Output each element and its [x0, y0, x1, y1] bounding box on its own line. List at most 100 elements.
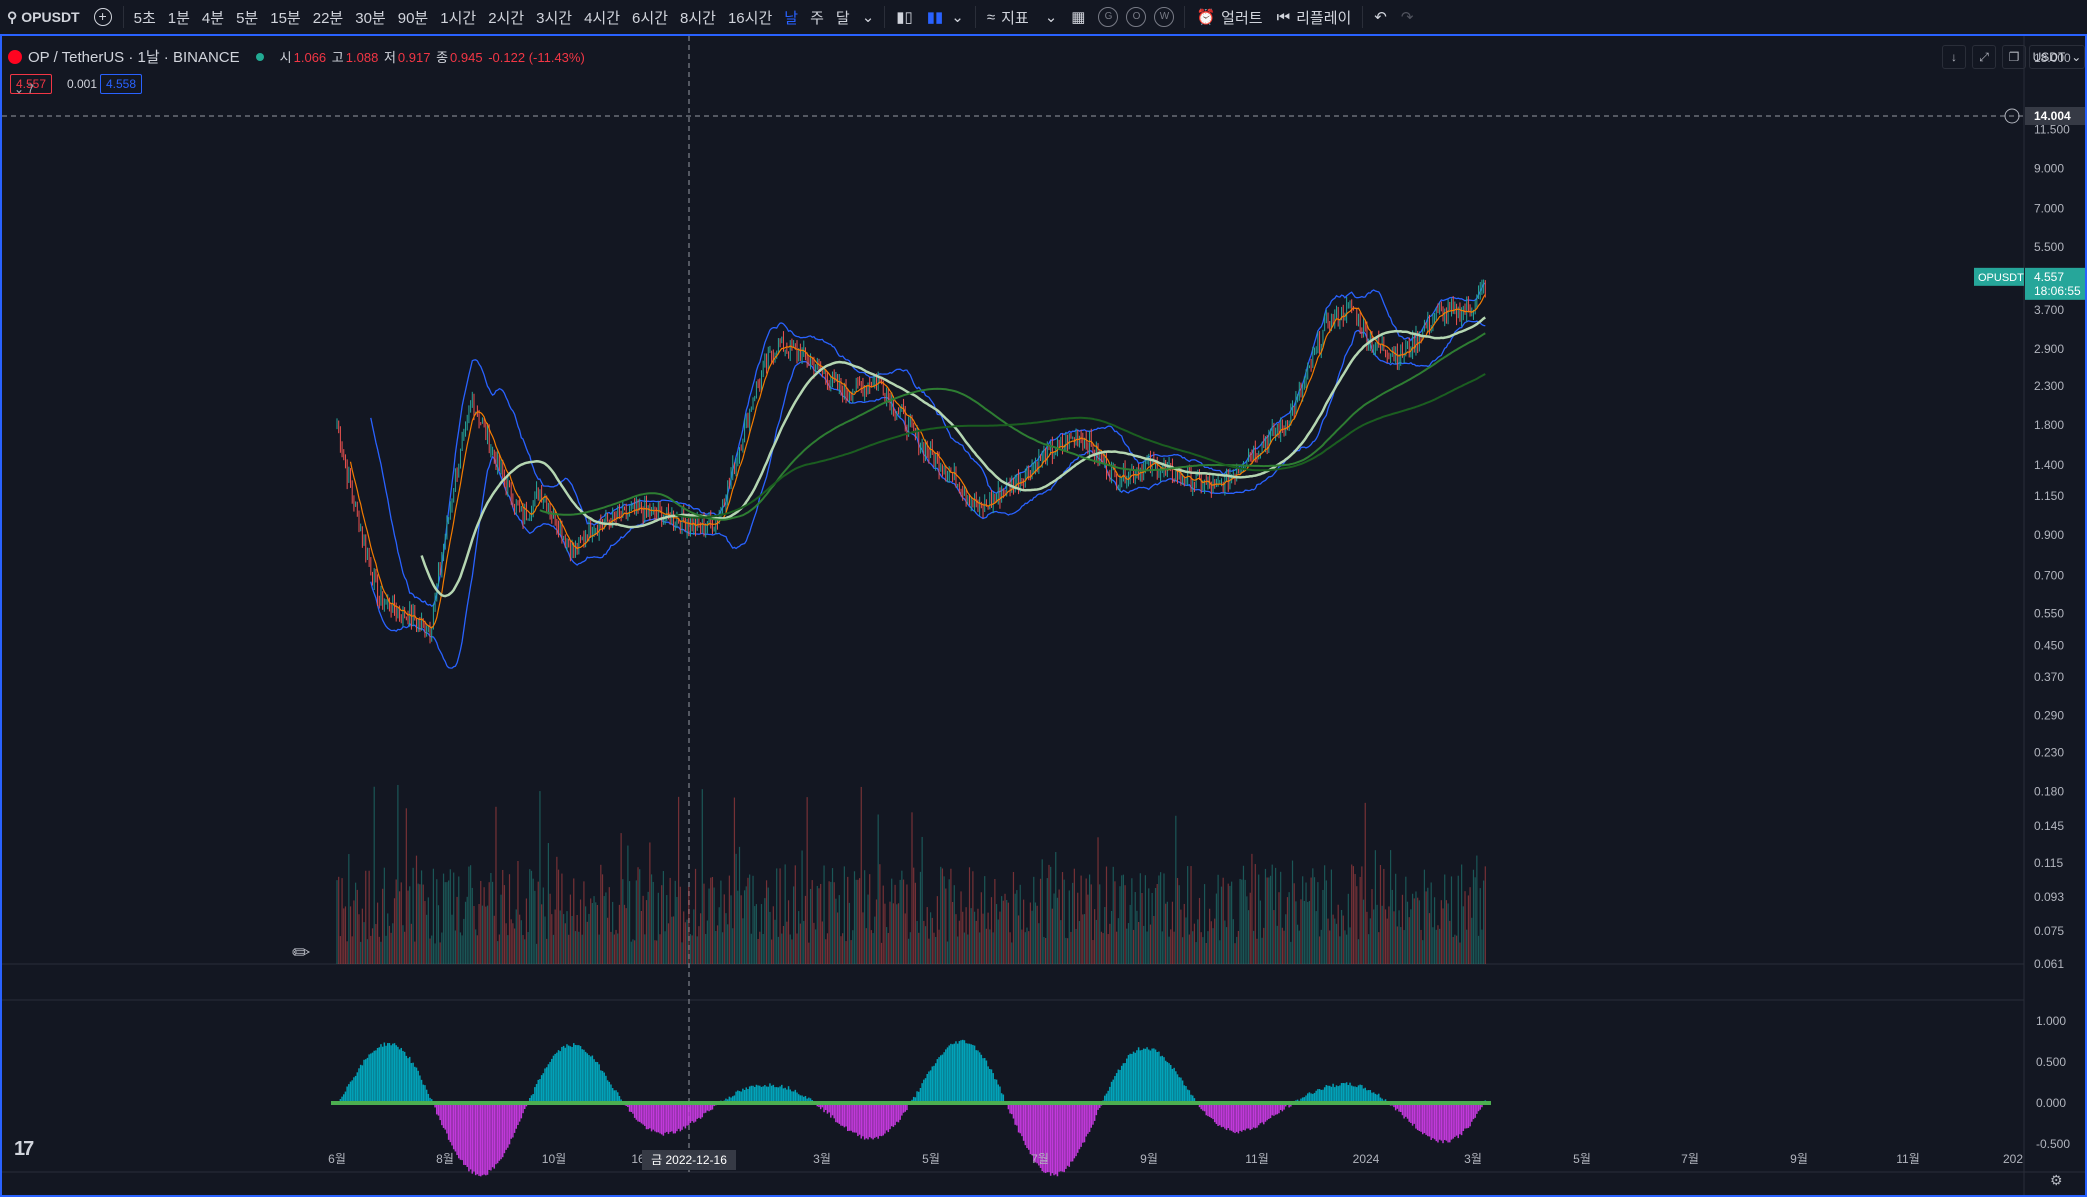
volume-bar [569, 894, 571, 964]
volume-bar [1197, 919, 1199, 964]
interval-button[interactable]: 3시간 [536, 9, 573, 27]
volume-bar [497, 941, 499, 964]
volume-bar [649, 842, 651, 964]
bid-price[interactable]: 4.557 [10, 74, 53, 94]
ask-price[interactable]: 4.558 [100, 74, 143, 94]
volume-bar [803, 920, 805, 964]
volume-bar [703, 883, 705, 964]
interval-button[interactable]: 주 [810, 9, 824, 27]
price-tick-label: 1.800 [2034, 418, 2064, 432]
interval-list: 5초 1분 4분 5분 15분 22분 30분 90분 1시간 2시간 3시간 4시간 6시간 8시간 16… [128, 0, 856, 34]
circle-button-g[interactable]: G [1098, 7, 1119, 27]
interval-button[interactable]: 4분 [201, 9, 225, 27]
interval-button[interactable]: 22분 [312, 9, 344, 27]
volume-bar [992, 932, 994, 964]
volume-bar [1423, 869, 1426, 964]
volume-bar [977, 908, 979, 964]
volume-bar [366, 939, 369, 964]
volume-bar [346, 941, 348, 964]
volume-bar [921, 836, 923, 964]
time-tick-label: 202 [2003, 1152, 2023, 1166]
volume-bar [652, 881, 654, 964]
pane-controls: ↓ ⤢ ❐ [1942, 45, 2026, 69]
compare-add-button[interactable]: + [87, 0, 119, 34]
volume-bar [1110, 910, 1113, 964]
volume-bar [938, 929, 940, 964]
indicators-button[interactable]: ≈ 지표 ⌄ [980, 0, 1064, 34]
indicator-icon: ≈ [986, 8, 996, 26]
volume-bar [789, 934, 791, 964]
interval-button[interactable]: 달 [835, 9, 850, 27]
interval-dropdown-icon[interactable]: ⌄ [861, 9, 875, 26]
high-value: 1.088 [345, 50, 379, 65]
volume-bar [735, 853, 737, 964]
volume-bar [838, 895, 840, 964]
volume-bar [994, 879, 996, 964]
tradingview-logo-icon[interactable]: 17 [14, 1138, 34, 1160]
volume-bar [1116, 931, 1118, 964]
circle-button-w[interactable]: W [1154, 7, 1175, 27]
drawing-tool-icon[interactable]: ✏ [292, 940, 311, 965]
ma-short-line [349, 294, 1486, 629]
pane-maximize-button[interactable]: ⤢ [1972, 45, 1996, 69]
chart-canvas[interactable]: 18.000 11.500 9.000 7.000 5.500 3.700 2.900 2.3… [2, 36, 2085, 1195]
volume-bar [923, 920, 925, 964]
interval-button[interactable]: 날 [784, 9, 799, 27]
volume-bar [689, 934, 692, 964]
chart-style-button[interactable]: ▮▮ ⌄ [920, 0, 971, 34]
volume-bar [1324, 865, 1326, 964]
interval-button[interactable]: 30분 [355, 9, 386, 27]
undo-button[interactable]: ↶ [1367, 0, 1394, 34]
volume-bar [647, 891, 649, 964]
settings-gear-icon[interactable]: ⚙ [2050, 1172, 2063, 1188]
volume-bar [664, 931, 666, 964]
volume-bar [1146, 931, 1148, 964]
chart-area[interactable]: 18.000 11.500 9.000 7.000 5.500 3.700 2.900 2.3… [0, 34, 2087, 1197]
volume-bar [625, 908, 627, 964]
legend-title[interactable]: OP / TetherUS · 1날 · BINANCE [28, 49, 240, 66]
interval-button[interactable]: 4시간 [584, 9, 621, 27]
interval-button[interactable]: 1시간 [440, 9, 477, 27]
interval-button[interactable]: 8시간 [680, 9, 716, 27]
volume-bar [1063, 879, 1065, 964]
layout-button[interactable]: ▦ [1064, 0, 1092, 34]
volume-bar [541, 904, 543, 964]
redo-button[interactable]: ↷ [1394, 0, 1421, 34]
volume-bar [880, 942, 883, 964]
interval-button[interactable]: 5초 [133, 9, 156, 27]
currency-select[interactable]: USDT ⌄ [2029, 45, 2085, 69]
low-value: 0.917 [397, 50, 431, 65]
replay-button[interactable]: ⏮ 리플레이 [1270, 0, 1359, 34]
volume-bar [507, 935, 509, 964]
pane-down-button[interactable]: ↓ [1942, 45, 1966, 69]
chart-type-button[interactable]: ▮▯ [889, 0, 920, 34]
volume-bar [1176, 877, 1179, 964]
interval-button[interactable]: 15분 [270, 9, 301, 27]
collapse-legend-button[interactable]: ⌄ 7 [10, 82, 38, 96]
time-tick-label: 6월 [328, 1152, 346, 1166]
interval-button[interactable]: 1분 [167, 9, 190, 27]
volume-bar [691, 935, 693, 964]
circle-button-o[interactable]: O [1126, 7, 1147, 27]
volume-bar [1033, 876, 1035, 964]
time-tick-label: 3월 [813, 1152, 831, 1166]
interval-button[interactable]: 5분 [236, 9, 259, 27]
volume-bar [1038, 923, 1040, 964]
interval-button[interactable]: 16시간 [727, 9, 773, 27]
interval-button[interactable]: 90분 [397, 9, 429, 27]
volume-bar [1132, 929, 1135, 964]
symbol-search-button[interactable]: ⚲ OPUSDT [0, 0, 87, 34]
volume-bar [1288, 892, 1290, 964]
interval-button[interactable]: 2시간 [488, 9, 525, 27]
volume-bar [618, 904, 621, 964]
interval-button[interactable]: 6시간 [632, 9, 668, 27]
alert-button[interactable]: ⏰ 얼러트 [1189, 0, 1269, 34]
crosshair-date-bg [642, 1150, 736, 1170]
pane-restore-button[interactable]: ❐ [2002, 45, 2026, 69]
volume-bar [341, 878, 343, 964]
volume-bar [774, 919, 776, 964]
volume-bar [603, 896, 605, 964]
volume-bar [727, 924, 729, 964]
volume-bar [1435, 929, 1437, 964]
volume-bar [1222, 877, 1224, 964]
